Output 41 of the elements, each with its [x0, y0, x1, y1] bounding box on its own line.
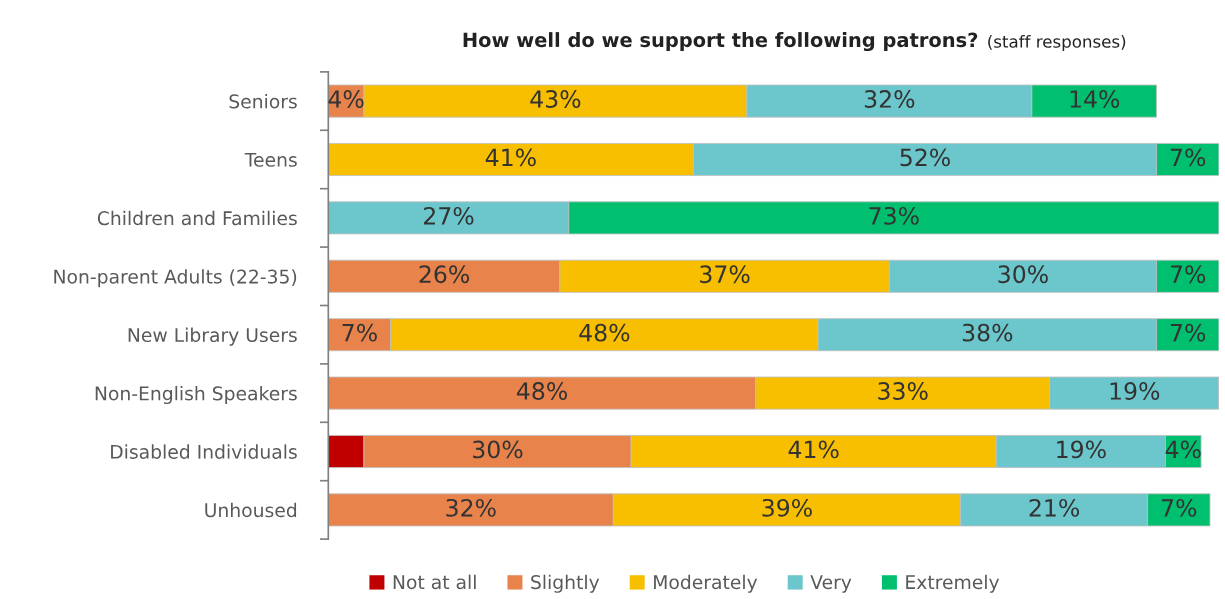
data-label: 48%: [516, 382, 567, 400]
y-tick-label: Unhoused: [205, 502, 297, 518]
data-label: 32%: [864, 90, 915, 108]
data-label: 30%: [998, 265, 1048, 284]
y-tick-label: Children and Families: [97, 210, 297, 226]
data-label: 7%: [1170, 148, 1206, 167]
data-label: 32%: [446, 498, 496, 517]
data-label: 26%: [419, 265, 470, 284]
data-label: 73%: [869, 206, 919, 225]
data-label: 7%: [1170, 265, 1206, 284]
legend-label: Moderately: [654, 574, 758, 593]
data-label: 7%: [342, 323, 377, 342]
legend-label: Slightly: [531, 574, 600, 593]
data-label: 30%: [473, 440, 523, 459]
chart-title: How well do we support the following patrons?: [463, 32, 978, 52]
data-label: 7%: [1170, 323, 1206, 342]
data-label: 43%: [530, 90, 581, 108]
data-label: 41%: [485, 148, 536, 167]
data-label: 19%: [1057, 440, 1106, 459]
data-label: 39%: [762, 498, 812, 517]
data-label: 7%: [1162, 498, 1197, 517]
data-label: 27%: [424, 206, 474, 225]
y-tick-label: Non-parent Adults (22-35): [54, 269, 297, 288]
data-label: 33%: [878, 382, 928, 400]
y-tick-label: Seniors: [229, 93, 297, 109]
y-tick-label: Teens: [244, 152, 297, 167]
y-tick-label: Disabled Individuals: [111, 444, 297, 459]
legend-label: Not at all: [393, 574, 476, 590]
data-label: 52%: [900, 148, 950, 167]
data-label: 21%: [1029, 498, 1080, 517]
data-label: 38%: [962, 323, 1013, 342]
legend-label: Very: [810, 575, 852, 593]
data-label: 19%: [1110, 382, 1160, 400]
data-label: 48%: [579, 323, 630, 342]
y-tick-label: New Library Users: [128, 327, 297, 346]
data-label: 37%: [700, 265, 750, 284]
data-label: 14%: [1070, 90, 1120, 108]
chart-subtitle: (staff responses): [988, 34, 1126, 52]
data-label: 41%: [788, 440, 839, 459]
y-tick-label: Non-English Speakers: [95, 385, 297, 405]
legend-label: Extremely: [906, 574, 1000, 593]
